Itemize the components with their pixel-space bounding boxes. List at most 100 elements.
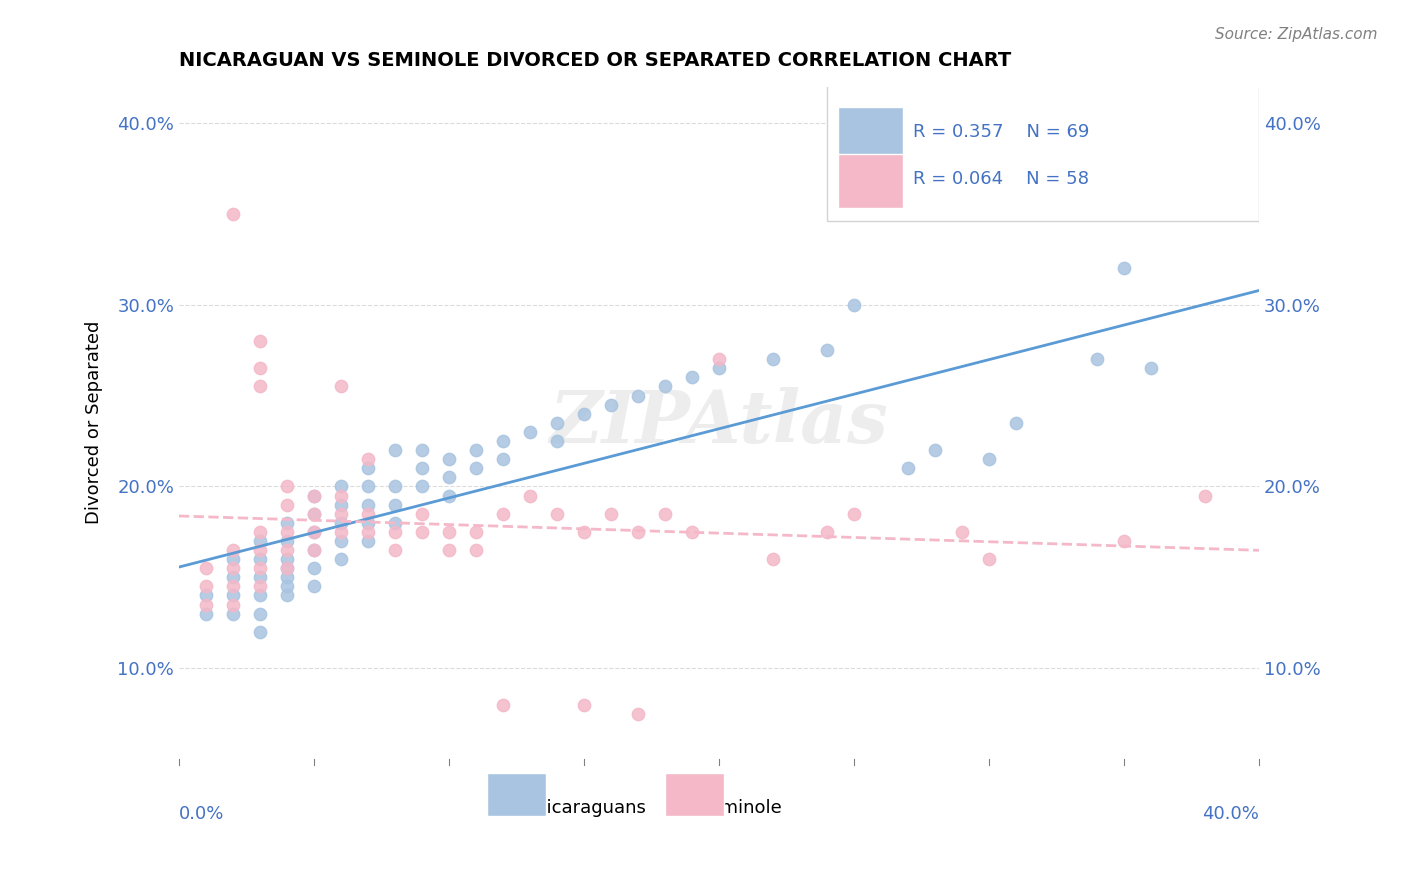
- Point: [329, 507, 352, 521]
- Point: [222, 207, 245, 221]
- Point: [1085, 352, 1108, 367]
- Point: [384, 479, 406, 493]
- Point: [249, 334, 271, 348]
- Point: [1112, 533, 1135, 548]
- Text: Source: ZipAtlas.com: Source: ZipAtlas.com: [1215, 27, 1378, 42]
- Point: [357, 524, 380, 539]
- Point: [842, 298, 865, 312]
- Point: [762, 552, 785, 566]
- Point: [222, 561, 245, 575]
- Point: [194, 579, 217, 593]
- Point: [302, 561, 325, 575]
- Point: [842, 507, 865, 521]
- Point: [1112, 261, 1135, 276]
- Text: Seminole: Seminole: [699, 799, 782, 817]
- Point: [329, 524, 352, 539]
- Point: [194, 598, 217, 612]
- Point: [222, 570, 245, 584]
- Point: [302, 507, 325, 521]
- Point: [762, 352, 785, 367]
- Point: [357, 533, 380, 548]
- Point: [329, 552, 352, 566]
- Point: [977, 452, 1000, 467]
- Point: [384, 524, 406, 539]
- Point: [249, 379, 271, 393]
- Point: [950, 524, 973, 539]
- Point: [302, 543, 325, 558]
- Text: 40.0%: 40.0%: [1202, 805, 1258, 822]
- Point: [249, 570, 271, 584]
- Point: [600, 507, 623, 521]
- Point: [249, 543, 271, 558]
- Point: [465, 461, 488, 475]
- Point: [276, 561, 298, 575]
- Point: [276, 552, 298, 566]
- Point: [222, 607, 245, 621]
- Point: [276, 498, 298, 512]
- Point: [1140, 361, 1163, 376]
- Point: [357, 516, 380, 530]
- Point: [627, 706, 650, 721]
- Point: [276, 589, 298, 603]
- Point: [329, 379, 352, 393]
- Point: [302, 488, 325, 502]
- Point: [924, 443, 946, 458]
- Point: [707, 352, 730, 367]
- Point: [384, 543, 406, 558]
- Point: [411, 479, 433, 493]
- Point: [302, 524, 325, 539]
- Point: [194, 561, 217, 575]
- Point: [681, 370, 703, 384]
- Point: [384, 498, 406, 512]
- Text: 0.0%: 0.0%: [179, 805, 225, 822]
- Point: [276, 533, 298, 548]
- Point: [411, 461, 433, 475]
- Point: [302, 543, 325, 558]
- Point: [302, 488, 325, 502]
- Point: [437, 543, 460, 558]
- FancyBboxPatch shape: [486, 772, 546, 816]
- Point: [276, 543, 298, 558]
- Point: [492, 434, 515, 448]
- Text: Nicaraguans: Nicaraguans: [533, 799, 645, 817]
- Point: [222, 552, 245, 566]
- Point: [437, 488, 460, 502]
- Point: [302, 524, 325, 539]
- Point: [249, 624, 271, 639]
- Point: [329, 479, 352, 493]
- FancyBboxPatch shape: [838, 107, 903, 161]
- Y-axis label: Divorced or Separated: Divorced or Separated: [86, 321, 103, 524]
- Point: [276, 570, 298, 584]
- FancyBboxPatch shape: [665, 772, 724, 816]
- Point: [357, 479, 380, 493]
- Point: [249, 607, 271, 621]
- Point: [572, 698, 595, 712]
- Point: [654, 379, 676, 393]
- Point: [357, 461, 380, 475]
- Point: [329, 533, 352, 548]
- FancyBboxPatch shape: [827, 73, 1258, 221]
- Point: [681, 524, 703, 539]
- Point: [492, 698, 515, 712]
- Point: [194, 589, 217, 603]
- Point: [1194, 488, 1216, 502]
- Point: [329, 498, 352, 512]
- Point: [465, 524, 488, 539]
- Point: [492, 507, 515, 521]
- FancyBboxPatch shape: [838, 153, 903, 208]
- Point: [276, 561, 298, 575]
- Point: [384, 516, 406, 530]
- Point: [249, 533, 271, 548]
- Point: [329, 516, 352, 530]
- Point: [411, 507, 433, 521]
- Point: [815, 524, 838, 539]
- Point: [249, 524, 271, 539]
- Point: [465, 443, 488, 458]
- Point: [357, 498, 380, 512]
- Point: [411, 443, 433, 458]
- Point: [276, 524, 298, 539]
- Point: [437, 470, 460, 484]
- Point: [654, 507, 676, 521]
- Point: [465, 543, 488, 558]
- Point: [519, 488, 541, 502]
